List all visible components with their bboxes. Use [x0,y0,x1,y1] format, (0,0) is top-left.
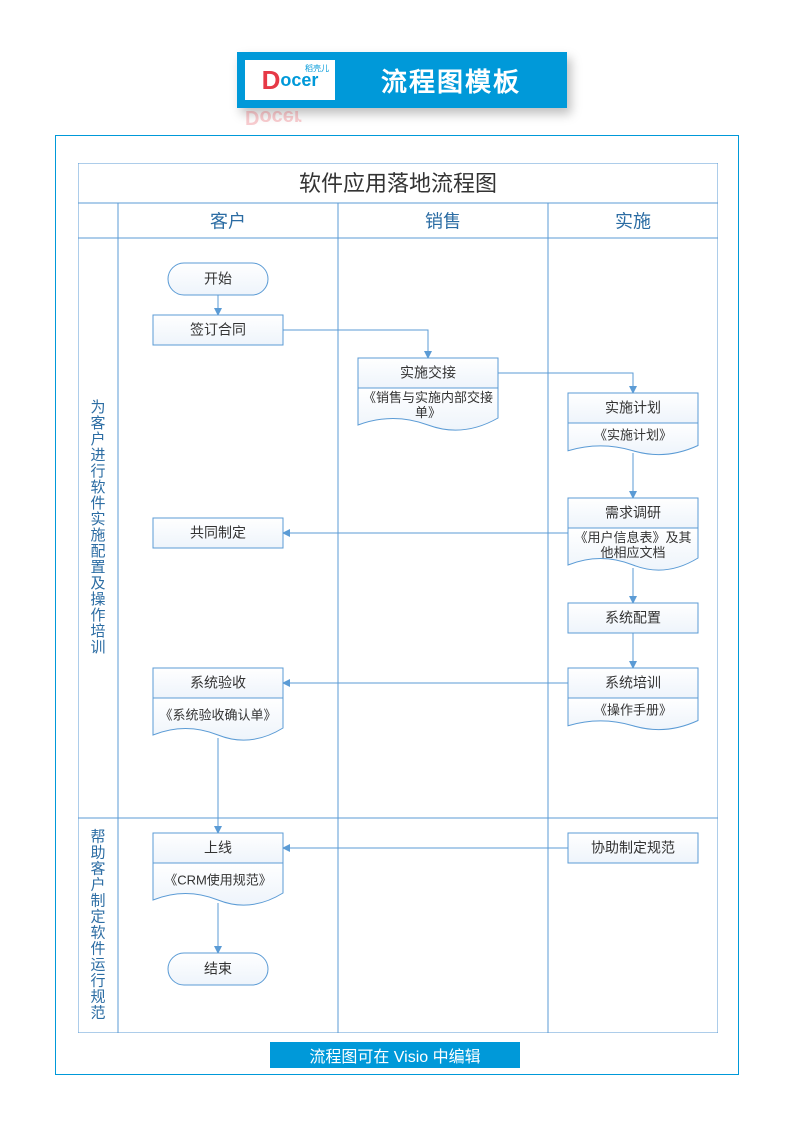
svg-text:配: 配 [90,543,105,560]
flowchart-svg: 软件应用落地流程图客户销售实施为客户进行软件实施配置及操作培训帮助客户制定软件运… [78,163,718,1033]
svg-text:上线: 上线 [204,840,232,856]
svg-text:作: 作 [90,607,105,624]
svg-text:培: 培 [90,623,105,640]
node-online: 上线《CRM使用规范》 [153,833,283,905]
svg-text:户: 户 [90,431,105,448]
footer-text: 流程图可在 Visio 中编辑 [309,1043,480,1067]
svg-text:施: 施 [90,527,105,544]
svg-text:《销售与实施内部交接: 《销售与实施内部交接 [363,390,493,405]
svg-text:进: 进 [90,447,105,464]
svg-text:开始: 开始 [204,271,232,287]
svg-text:签订合同: 签订合同 [190,322,246,338]
svg-text:软件应用落地流程图: 软件应用落地流程图 [299,171,497,196]
node-train: 系统培训《操作手册》 [568,668,698,730]
svg-text:软: 软 [90,479,105,496]
svg-text:行: 行 [90,463,105,480]
svg-text:助: 助 [90,844,105,861]
svg-text:置: 置 [90,559,105,576]
svg-text:客户: 客户 [210,211,246,231]
node-research: 需求调研《用户信息表》及其他相应文档 [568,498,698,570]
svg-text:帮: 帮 [90,828,105,845]
svg-text:户: 户 [90,876,105,893]
svg-text:制: 制 [90,892,105,909]
node-accept: 系统验收《系统验收确认单》 [153,668,283,740]
svg-text:定: 定 [90,908,105,925]
svg-text:及: 及 [90,575,105,592]
svg-text:实施计划: 实施计划 [605,400,661,416]
svg-text:单》: 单》 [415,405,441,420]
svg-text:需求调研: 需求调研 [605,505,661,521]
svg-text:操: 操 [90,591,105,608]
svg-text:件: 件 [90,940,105,957]
svg-text:运: 运 [90,956,105,973]
banner-reflection: Docer [245,108,335,128]
template-banner: Docer 稻壳儿 流程图模板 [237,52,567,108]
svg-text:软: 软 [90,924,105,941]
flowchart-container: 软件应用落地流程图客户销售实施为客户进行软件实施配置及操作培训帮助客户制定软件运… [78,163,718,1033]
svg-text:客: 客 [90,860,105,877]
svg-text:实施交接: 实施交接 [400,365,456,381]
footer-note: 流程图可在 Visio 中编辑 [270,1042,520,1068]
svg-text:《系统验收确认单》: 《系统验收确认单》 [159,707,276,722]
node-end: 结束 [168,953,268,985]
svg-text:为: 为 [90,399,105,416]
svg-text:共同制定: 共同制定 [190,525,246,541]
node-assist: 协助制定规范 [568,833,698,863]
svg-text:他相应文档: 他相应文档 [600,545,665,560]
svg-text:系统培训: 系统培训 [605,675,661,691]
svg-text:系统配置: 系统配置 [605,610,661,626]
logo-subtitle: 稻壳儿 [305,63,329,74]
svg-text:训: 训 [90,639,105,656]
svg-text:规: 规 [90,988,105,1005]
node-plan: 实施计划《实施计划》 [568,393,698,455]
svg-text:《用户信息表》及其: 《用户信息表》及其 [574,530,691,545]
svg-text:系统验收: 系统验收 [190,675,246,691]
banner-title: 流程图模板 [335,62,567,99]
node-handover: 实施交接《销售与实施内部交接单》 [358,358,498,430]
svg-text:客: 客 [90,415,105,432]
node-contract: 签订合同 [153,315,283,345]
svg-text:《CRM使用规范》: 《CRM使用规范》 [164,872,272,887]
svg-text:行: 行 [90,972,105,989]
logo-letter-d: D [262,65,281,96]
svg-text:《实施计划》: 《实施计划》 [594,427,672,442]
svg-text:协助制定规范: 协助制定规范 [591,840,675,856]
svg-text:件: 件 [90,495,105,512]
docer-logo: Docer 稻壳儿 [245,60,335,100]
svg-text:销售: 销售 [425,211,461,231]
svg-text:结束: 结束 [204,961,232,977]
node-start: 开始 [168,263,268,295]
svg-text:实施: 实施 [615,211,651,231]
svg-text:《操作手册》: 《操作手册》 [594,702,672,717]
svg-text:实: 实 [90,511,105,528]
svg-text:范: 范 [90,1004,105,1021]
node-config: 系统配置 [568,603,698,633]
node-joint: 共同制定 [153,518,283,548]
